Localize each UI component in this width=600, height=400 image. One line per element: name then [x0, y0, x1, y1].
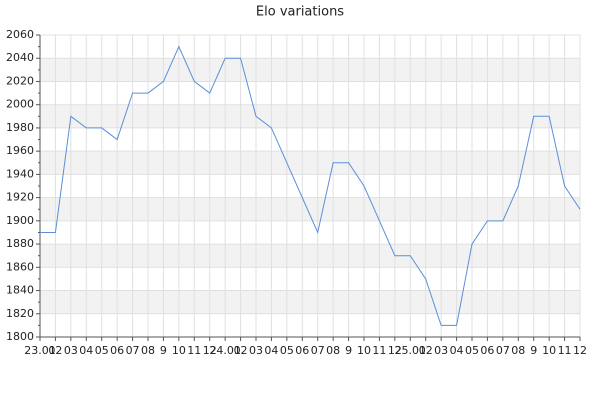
- y-tick-label: 2060: [6, 28, 34, 41]
- x-tick-label: 02: [234, 344, 248, 357]
- x-tick-label: 11: [558, 344, 572, 357]
- x-tick-label: 03: [434, 344, 448, 357]
- y-tick-label: 1860: [6, 260, 34, 273]
- x-tick-label: 06: [295, 344, 309, 357]
- x-tick-label: 07: [126, 344, 140, 357]
- x-tick-label: 12: [203, 344, 217, 357]
- x-tick-label: 10: [172, 344, 186, 357]
- x-tick-label: 03: [249, 344, 263, 357]
- x-tick-label: 10: [542, 344, 556, 357]
- x-tick-label: 04: [264, 344, 278, 357]
- x-tick-label: 9: [160, 344, 167, 357]
- grid-band: [40, 58, 580, 82]
- line: [40, 45, 581, 326]
- x-tick-label: 05: [280, 344, 294, 357]
- x-tick-label: 23.01: [24, 344, 56, 357]
- x-tick-label: 04: [450, 344, 464, 357]
- x-tick-label: 08: [511, 344, 525, 357]
- grid-band: [40, 151, 580, 175]
- x-tick-label: 05: [465, 344, 479, 357]
- x-tick-label: 06: [480, 344, 494, 357]
- x-tick-label: 06: [110, 344, 124, 357]
- x-tick-label: 9: [530, 344, 537, 357]
- grid-band: [40, 290, 580, 314]
- y-tick-label: 1940: [6, 167, 34, 180]
- x-tick-label: 25.01: [395, 344, 427, 357]
- x-tick-label: 02: [419, 344, 433, 357]
- y-tick-label: 1840: [6, 284, 34, 297]
- x-tick-label: 10: [357, 344, 371, 357]
- y-tick-label: 1880: [6, 237, 34, 250]
- x-tick-label: 02: [48, 344, 62, 357]
- y-tick-label: 2000: [6, 98, 34, 111]
- x-tick-label: 08: [326, 344, 340, 357]
- x-tick-label: 04: [79, 344, 93, 357]
- grid-band: [40, 197, 580, 221]
- y-tick-label: 1960: [6, 144, 34, 157]
- chart-title: Elo variations: [256, 5, 344, 20]
- x-tick-label: 9: [345, 344, 352, 357]
- x-tick-label: 07: [311, 344, 325, 357]
- x-tick-label: 07: [496, 344, 510, 357]
- x-tick-label: 05: [95, 344, 109, 357]
- x-tick-label: 12: [388, 344, 402, 357]
- y-tick-label: 2040: [6, 51, 34, 64]
- y-tick-label: 1920: [6, 191, 34, 204]
- x-tick-label: 24.01: [209, 344, 241, 357]
- x-tick-label: 11: [187, 344, 201, 357]
- y-tick-label: 2020: [6, 74, 34, 87]
- y-tick-label: 1800: [6, 330, 34, 343]
- grid-band: [40, 104, 580, 128]
- x-tick-label: 03: [64, 344, 78, 357]
- x-tick-label: 08: [141, 344, 155, 357]
- x-tick-label: 12: [573, 344, 587, 357]
- y-tick-label: 1820: [6, 307, 34, 320]
- grid-band: [40, 244, 580, 268]
- y-tick-label: 1900: [6, 214, 34, 227]
- y-tick-label: 1980: [6, 121, 34, 134]
- x-tick-label: 11: [372, 344, 386, 357]
